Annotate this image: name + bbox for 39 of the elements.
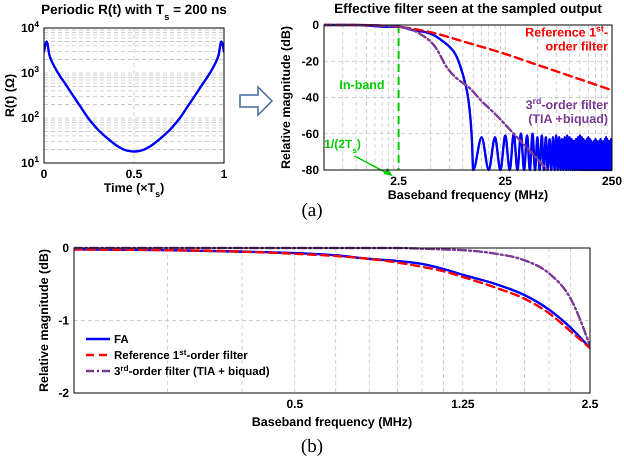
y-tick-label: 0 [62,241,70,255]
y-tick-label: 0 [312,18,320,32]
y-tick-label: -2 [58,386,70,400]
y-tick-label: -60 [302,126,320,141]
ref-line-label: 1/(2T$_{s}$) [324,137,361,155]
y-tick-label: 10$^{4}$ [20,19,40,35]
chart-title: Periodic R(t) with T$_{s}$ = 200 ns [41,2,227,22]
x-tick-label: 2.5 [390,174,408,188]
y-tick-label: 10$^{1}$ [20,154,40,170]
x-axis-title: Time (×T$_{s}$) [104,181,164,199]
x-tick-label: 0.5 [126,167,143,181]
line-series [44,40,224,153]
series-label: 3$^{rd}$-order filter (TIA +biquad) [526,96,608,126]
y-tick-label: 10$^{3}$ [20,64,40,80]
y-tick-label: -80 [302,163,320,177]
chart-title: Effective filter seen at the sampled output [334,1,602,16]
x-tick-label: 0.5 [286,397,304,411]
annotation: In-band [339,78,385,92]
legend-label: FA [114,334,129,346]
series-label: Reference 1$^{st}$-order filter [525,24,608,54]
x-tick-label: 1.25 [451,397,475,411]
y-axis-title: Relative magnitude (dB) [279,26,293,170]
y-axis-title: R(t) (Ω) [3,74,17,118]
text: (b) [300,436,324,457]
x-tick-label: 2.5 [582,397,599,411]
y-tick-label: -1 [58,314,70,328]
x-axis-title: Baseband frequency (MHz) [388,188,548,202]
legend-label: Reference 1$^{st}$-order filter [114,348,248,362]
x-tick-label: 1 [220,167,228,181]
x-tick-label: 250 [602,174,622,188]
y-tick-label: -40 [302,90,320,104]
legend-label: 3$^{rd}$-order filter (TIA + biquad) [114,364,270,378]
x-axis-title: Baseband frequency (MHz) [252,415,412,429]
y-tick-label: 10$^{2}$ [20,109,40,125]
y-axis-title: Relative magnitude (dB) [37,248,51,392]
x-tick-label: 0 [40,167,48,181]
x-tick-label: 25 [498,174,512,188]
text: (a) [301,200,323,221]
y-tick-label: -20 [302,54,320,68]
